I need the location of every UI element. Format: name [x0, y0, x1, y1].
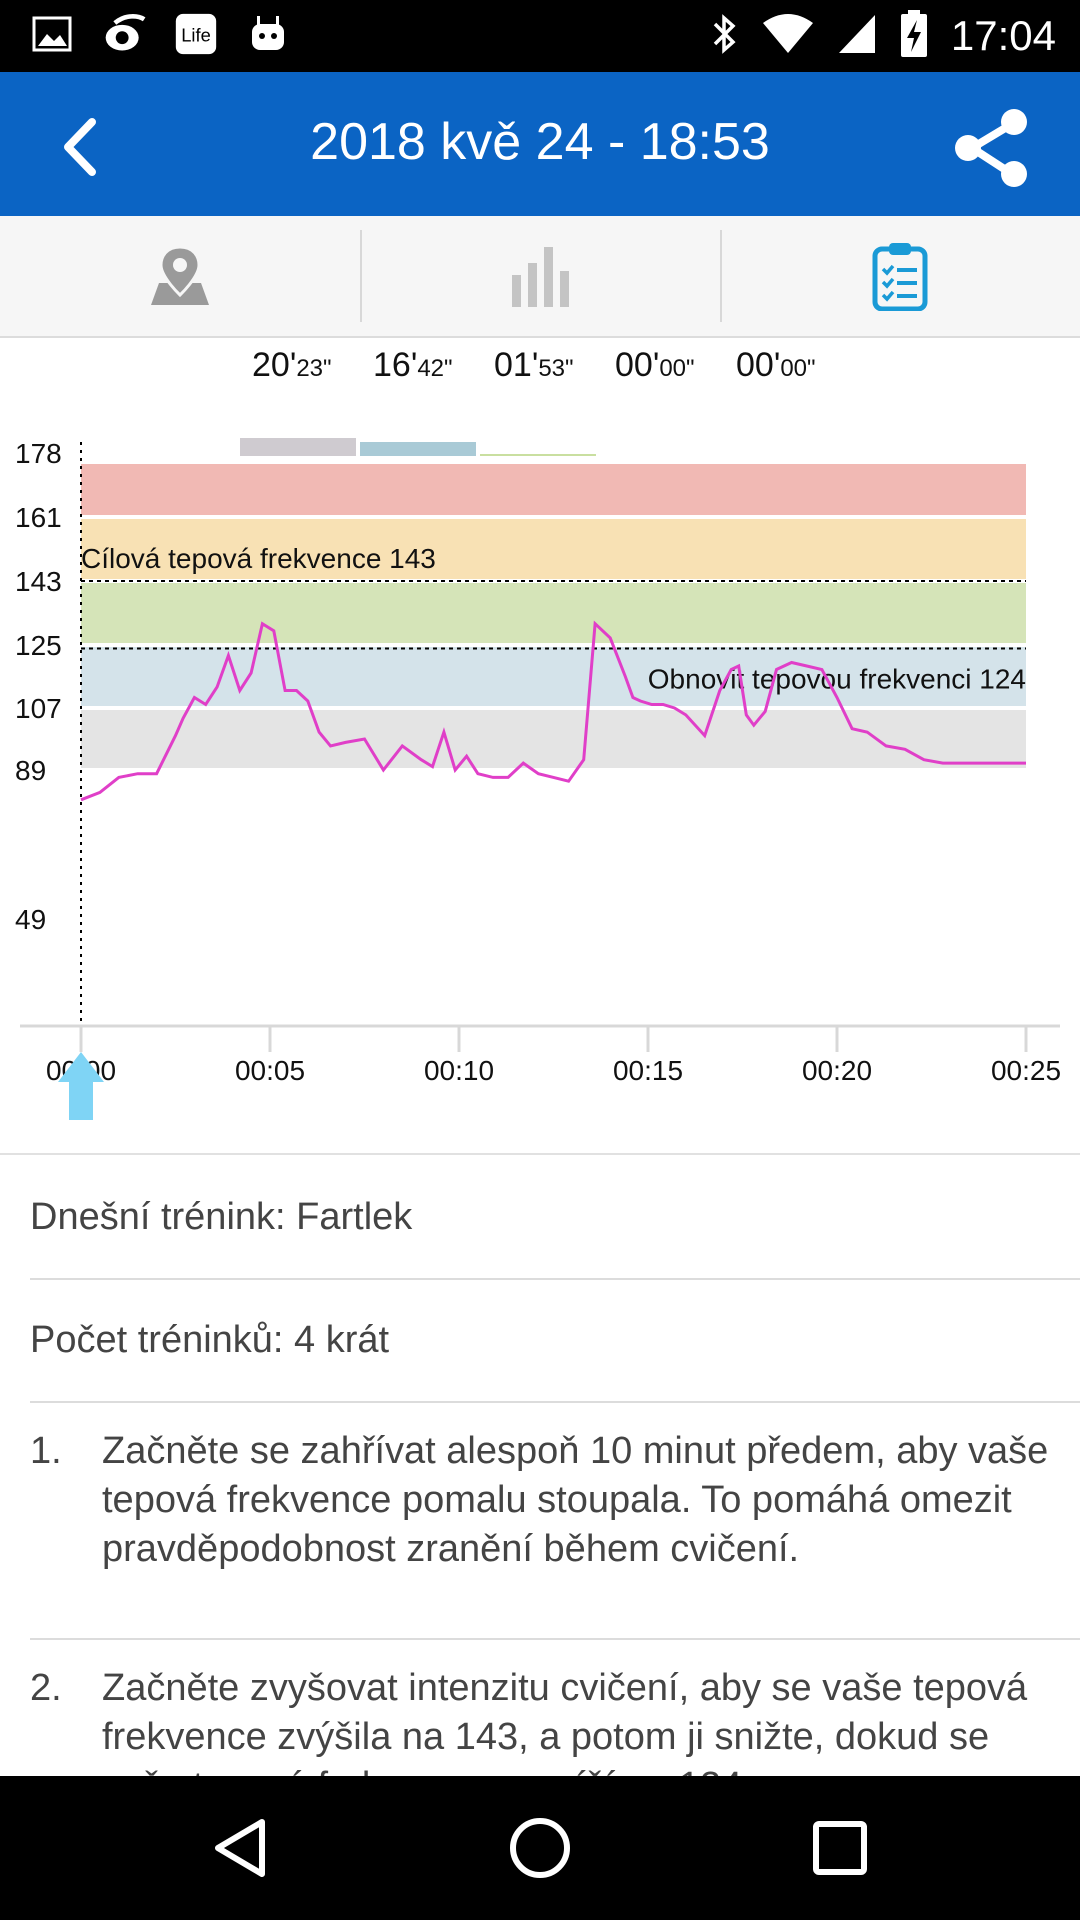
step-number: 1. — [30, 1430, 62, 1472]
hr-zone-band — [81, 583, 1026, 643]
step-number: 2. — [30, 1667, 62, 1709]
target-hr-label: Cílová tepová frekvence 143 — [81, 543, 436, 574]
x-tick-label: 00:15 — [613, 1055, 683, 1086]
nav-home-button[interactable] — [504, 1812, 576, 1884]
bluetooth-icon — [711, 12, 739, 61]
zone-duration: 00'00" — [736, 346, 816, 384]
section-divider — [0, 1153, 1080, 1155]
hr-zone-band — [81, 647, 1026, 706]
back-triangle-icon — [215, 1819, 265, 1877]
heart-rate-chart-svg: Cílová tepová frekvence 143 Obnovit tepo… — [15, 438, 1061, 1120]
svg-text:Life: Life — [181, 24, 211, 45]
workout-count: Počet tréninků: 4 krát — [30, 1319, 390, 1361]
x-tick-label: 00:05 — [235, 1055, 305, 1086]
zone-legend-bar — [480, 454, 596, 456]
tab-chart[interactable] — [360, 216, 720, 336]
hr-zone-band — [81, 464, 1026, 515]
home-circle-icon — [510, 1818, 570, 1878]
image-icon — [30, 12, 74, 56]
divider — [30, 1278, 1080, 1280]
app-bar: 2018 kvě 24 - 18:53 — [0, 72, 1080, 216]
share-button[interactable] — [944, 100, 1040, 196]
cursor-handle-arrow[interactable] — [58, 1052, 104, 1120]
zone-durations: 20'23" 16'42" 01'53" 00'00" 00'00" — [0, 346, 1080, 396]
heart-rate-chart: Cílová tepová frekvence 143 Obnovit tepo… — [0, 420, 1080, 1140]
recents-square-icon — [813, 1821, 867, 1875]
status-bar: Life 17:04 — [0, 0, 1080, 72]
tab-workout-plan[interactable] — [720, 216, 1080, 336]
notification-icons: Life — [30, 12, 290, 56]
back-button[interactable] — [50, 112, 120, 182]
divider — [30, 1401, 1080, 1403]
y-tick-label: 107 — [15, 693, 62, 724]
zone-duration: 16'42" — [373, 346, 453, 384]
zone-legend-bar — [240, 438, 356, 456]
tab-map[interactable] — [0, 216, 360, 336]
chevron-left-icon — [64, 118, 96, 176]
life-app-icon: Life — [174, 12, 218, 56]
wifi-icon — [761, 13, 815, 60]
system-nav-bar — [0, 1776, 1080, 1920]
nav-recents-button[interactable] — [804, 1812, 876, 1884]
hr-zone-band — [81, 519, 1026, 579]
bar-chart-icon — [512, 247, 569, 307]
system-icons: 17:04 — [711, 0, 1056, 72]
y-tick-label: 125 — [15, 630, 62, 661]
workout-title: Dnešní trénink: Fartlek — [30, 1196, 413, 1238]
recovery-hr-label: Obnovit tepovou frekvenci 124 — [648, 664, 1026, 695]
signal-icon — [837, 13, 877, 60]
page-title: 2018 kvě 24 - 18:53 — [310, 113, 770, 171]
x-tick-label: 00:25 — [991, 1055, 1061, 1086]
android-icon — [246, 12, 290, 56]
nav-back-button[interactable] — [206, 1812, 278, 1884]
heart-rate-line — [80, 620, 1026, 802]
zone-duration: 01'53" — [494, 346, 574, 384]
map-pin-icon — [151, 245, 209, 305]
divider — [30, 1638, 1080, 1640]
battery-charging-icon — [899, 9, 929, 63]
status-time: 17:04 — [950, 12, 1056, 59]
y-tick-label: 178 — [15, 438, 62, 469]
zone-duration: 00'00" — [615, 346, 695, 384]
share-icon — [955, 109, 1027, 187]
hr-zone-band — [81, 710, 1026, 768]
y-tick-label: 49 — [15, 904, 46, 935]
y-tick-label: 161 — [15, 502, 62, 533]
clipboard-list-icon — [872, 243, 928, 311]
step-text: Začněte se zahřívat alespoň 10 minut pře… — [102, 1430, 1049, 1570]
x-tick-label: 00:20 — [802, 1055, 872, 1086]
zone-duration: 20'23" — [252, 346, 332, 384]
x-tick-label: 00:10 — [424, 1055, 494, 1086]
workout-step: 1. Začněte se zahřívat alespoň 10 minut … — [30, 1427, 1050, 1627]
app-icon — [102, 12, 146, 56]
y-tick-label: 143 — [15, 566, 62, 597]
zone-legend-bar — [360, 442, 476, 456]
y-tick-label: 89 — [15, 755, 46, 786]
tab-bar — [0, 216, 1080, 338]
